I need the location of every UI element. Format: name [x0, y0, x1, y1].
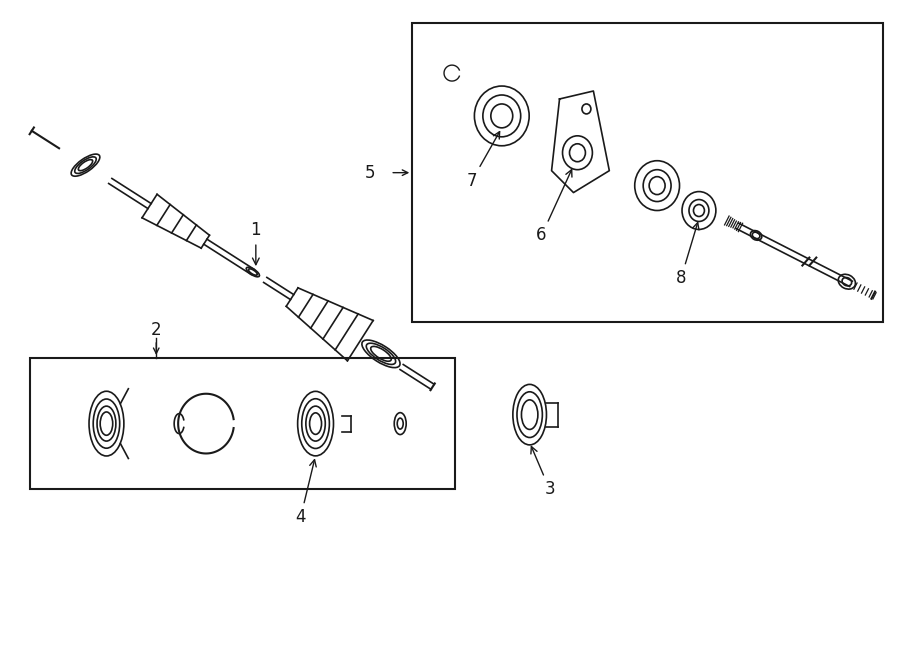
Text: 3: 3 [531, 447, 555, 498]
Text: 6: 6 [536, 170, 572, 245]
Bar [412, 23, 883, 322]
Text: 1: 1 [250, 221, 261, 264]
Text: 5: 5 [365, 164, 375, 182]
Text: 2: 2 [151, 321, 162, 339]
Text: 8: 8 [676, 223, 699, 288]
Text: 4: 4 [295, 459, 316, 526]
Text: 7: 7 [467, 132, 500, 190]
Bar [30, 358, 455, 489]
